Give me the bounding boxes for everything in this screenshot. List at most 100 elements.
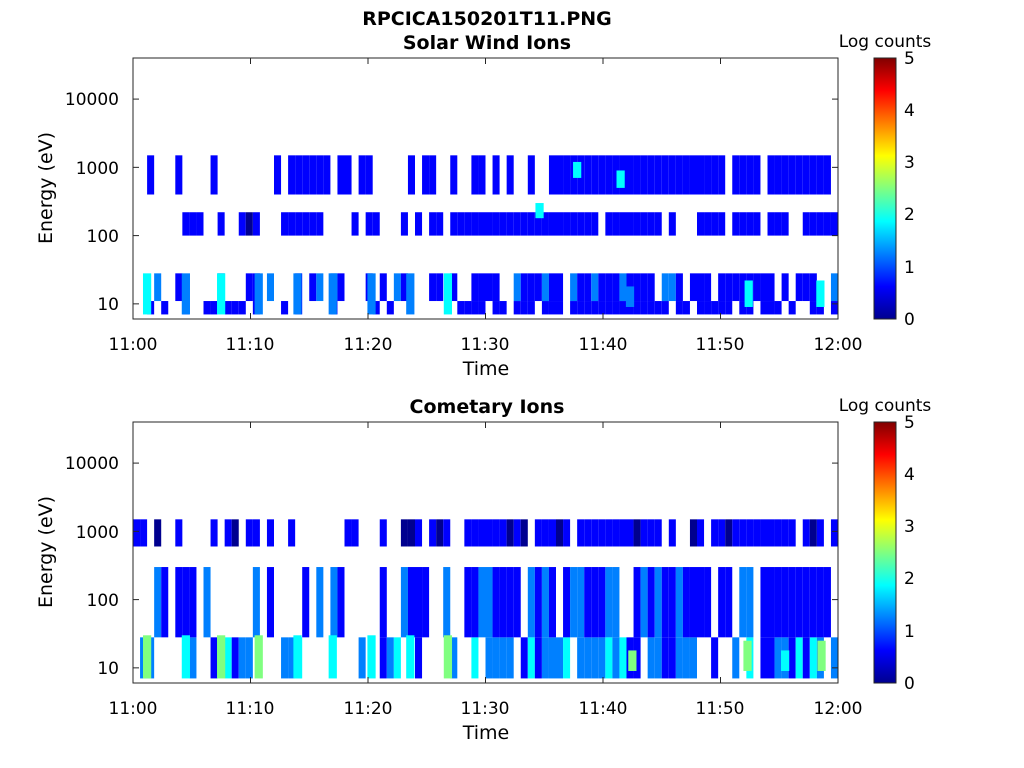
heatmap-cell-236 <box>781 155 789 195</box>
x-tick-1200: 12:00 <box>814 699 863 719</box>
heatmap-cell-132 <box>344 519 352 547</box>
y-tick-100: 100 <box>87 591 119 611</box>
heatmap-cell-31 <box>605 301 613 315</box>
heatmap-cell-44 <box>689 637 697 679</box>
cb-tick-4: 4 <box>904 101 915 121</box>
heatmap-cell-108 <box>753 273 761 302</box>
cb-tick-0: 0 <box>904 310 915 330</box>
cb-tick-1: 1 <box>904 622 915 642</box>
heatmap-cell-5 <box>231 637 239 679</box>
panel-solar-wind-ions: Solar Wind Ions 10 100 1000 10000 11:00 … <box>35 32 931 380</box>
x-tick-1100: 11:00 <box>109 335 158 355</box>
heatmap-cell-167 <box>668 519 676 547</box>
heatmap-cell-137 <box>415 519 423 547</box>
heatmap-spike-244 <box>181 273 190 315</box>
heatmap-cell-45 <box>711 637 719 679</box>
heatmap-cell-92 <box>619 273 627 302</box>
heatmap-cell-128 <box>245 519 253 547</box>
heatmap-cell-176 <box>781 212 789 236</box>
heatmap-cell-124 <box>288 212 296 236</box>
heatmap-cell-39 <box>661 301 669 315</box>
heatmap-cell-74 <box>471 273 479 302</box>
heatmap-cell-38 <box>654 301 662 315</box>
x-tick-1130: 11:30 <box>461 335 510 355</box>
heatmap-cell-171 <box>739 212 747 236</box>
heatmap-cell-139 <box>436 519 444 547</box>
cb-tick-2: 2 <box>904 569 915 589</box>
colorbar-label-cometary: Log counts <box>839 396 932 416</box>
heatmap-cell-160 <box>612 519 620 547</box>
heatmap-cell-61 <box>182 567 190 638</box>
heatmap-cell-29 <box>577 637 585 679</box>
heatmap-cell-61 <box>266 273 274 302</box>
heatmap-cell-90 <box>605 273 613 302</box>
heatmap-cell-25 <box>541 637 549 679</box>
heatmap-cell-162 <box>640 212 648 236</box>
heatmap-cell-15 <box>415 637 423 679</box>
heatmap-cell-170 <box>711 519 719 547</box>
heatmap-cell-112 <box>795 273 803 302</box>
heatmap-cell-6 <box>238 637 246 679</box>
heatmap-spike-191 <box>328 635 337 679</box>
heatmap-spike-193 <box>406 635 415 679</box>
heatmap-cell-153 <box>556 519 564 547</box>
heatmap-cell-199 <box>450 155 458 195</box>
heatmap-cell-179 <box>816 212 824 236</box>
heatmap-cell-122 <box>252 212 260 236</box>
heatmap-cell-122 <box>140 519 148 547</box>
heatmap-cell-16 <box>471 301 479 315</box>
heatmap-cell-48 <box>746 301 754 315</box>
heatmap-cell-204 <box>527 155 535 195</box>
x-axis-label-solar-wind: Time <box>462 358 510 380</box>
heatmap-cell-39 <box>654 637 662 679</box>
heatmap-cell-128 <box>316 212 324 236</box>
heatmap-cell-130 <box>365 212 373 236</box>
heatmap-cell-1 <box>161 301 169 315</box>
heatmap-cell-7 <box>238 301 246 315</box>
heatmap-cell-216 <box>626 155 634 195</box>
heatmap-cell-184 <box>816 519 824 547</box>
colorbar-scale-solar-wind <box>873 57 897 320</box>
heatmap-cell-95 <box>640 273 648 302</box>
heatmap-cell-8 <box>281 637 289 679</box>
heatmap-cell-170 <box>732 212 740 236</box>
heatmap-cell-228 <box>711 155 719 195</box>
heatmap-cell-166 <box>654 519 662 547</box>
heatmap-cell-59 <box>245 273 253 302</box>
heatmap-spike-255 <box>616 170 625 188</box>
heatmap-cell-75 <box>478 273 486 302</box>
heatmap-cell-118 <box>809 567 817 638</box>
heatmap-cell-233 <box>753 155 761 195</box>
heatmap-cell-123 <box>154 519 162 547</box>
heatmap-cell-80 <box>492 567 500 638</box>
heatmap-cell-111 <box>760 567 768 638</box>
heatmap-spike-190 <box>293 635 302 679</box>
heatmap-cell-19 <box>492 637 500 679</box>
heatmap-cell-160 <box>626 212 634 236</box>
heatmap-cell-41 <box>682 301 690 315</box>
heatmap-cell-157 <box>591 519 599 547</box>
heatmap-cell-205 <box>548 155 556 195</box>
heatmap-cell-152 <box>548 519 556 547</box>
heatmap-cell-158 <box>598 519 606 547</box>
heatmap-cell-136 <box>450 212 458 236</box>
heatmap-cell-34 <box>626 301 634 315</box>
heatmap-cell-114 <box>781 567 789 638</box>
heatmap-cell-84 <box>527 567 535 638</box>
heatmap-cell-57 <box>830 637 838 679</box>
heatmap-cell-203 <box>506 155 514 195</box>
heatmap-cell-126 <box>224 519 232 547</box>
heatmap-cell-53 <box>809 301 817 315</box>
heatmap-cell-50 <box>774 637 782 679</box>
heatmap-cell-173 <box>732 519 740 547</box>
heatmap-cell-60 <box>175 567 183 638</box>
heatmap-cell-101 <box>668 567 676 638</box>
heatmap-cell-30 <box>584 637 592 679</box>
heatmap-spike-250 <box>406 273 415 315</box>
heatmap-cell-224 <box>682 155 690 195</box>
heatmap-cell-131 <box>372 212 380 236</box>
cb-tick-1: 1 <box>904 258 915 278</box>
x-tick-1100: 11:00 <box>109 699 158 719</box>
heatmap-cell-28 <box>584 301 592 315</box>
